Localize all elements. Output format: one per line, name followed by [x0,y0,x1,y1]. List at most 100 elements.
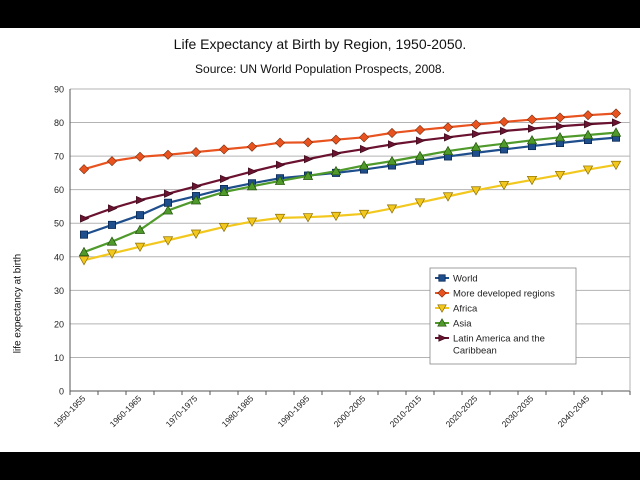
data-point [248,167,258,176]
x-tick-label: 1990-1995 [276,393,312,429]
data-point [302,213,314,223]
x-tick-label: 1980-1985 [220,393,256,429]
series-line [83,136,617,236]
x-tick-label: 2040-2045 [556,393,592,429]
series-africa [78,160,622,266]
data-point [274,137,286,148]
y-tick-label: 40 [54,252,64,262]
data-point [554,170,566,181]
data-point [526,175,538,186]
data-point [416,136,426,145]
line-chart: 0 10 20 30 40 50 60 70 80 90 1950-1955 1960-1965 197… [52,85,631,429]
data-point [437,288,447,298]
data-point [190,229,202,239]
data-point [358,160,370,170]
data-point [386,204,398,214]
data-point [106,156,118,167]
data-point [78,246,90,257]
data-point [274,213,286,224]
data-point [108,204,118,213]
data-point [556,122,566,131]
legend-label: World [453,274,478,285]
data-point [444,133,454,142]
data-point [437,318,447,327]
data-point [246,180,258,191]
data-point [500,126,510,136]
data-point [584,120,594,129]
data-point [386,155,398,166]
data-point [442,192,454,202]
data-point [472,129,482,139]
data-point [498,181,510,191]
chart-title: Life Expectancy at Birth by Region, 1950… [173,36,467,52]
data-point [276,160,286,169]
series-line [83,131,617,254]
data-point [330,134,342,145]
x-tick-label: 1950-1955 [52,393,88,429]
data-point [218,144,230,155]
legend-label: More developed regions [453,289,555,300]
data-point [78,164,90,175]
data-point [498,138,510,148]
x-tick-label: 2020-2025 [444,393,480,429]
data-point [414,150,426,161]
y-tick-label: 50 [54,219,64,229]
data-point [302,137,314,148]
data-point [162,236,174,246]
x-tick-label: 1960-1965 [108,393,144,429]
data-point [498,116,510,127]
y-tick-label: 60 [54,185,64,195]
data-point [610,127,622,137]
y-tick-label: 90 [54,85,64,95]
data-point [554,132,566,142]
data-point [162,149,174,160]
legend-label: Asia [453,319,472,330]
data-point [360,144,370,154]
data-point [442,145,454,156]
series-line [83,121,617,220]
chart-frame: Life Expectancy at Birth by Region, 1950… [0,28,640,452]
data-point [330,165,342,176]
data-point [190,147,202,158]
x-tick-label: 1970-1975 [164,393,200,429]
data-point [470,186,482,196]
data-point [388,140,398,149]
data-point [386,127,398,138]
series-world [80,133,621,239]
data-point [330,211,342,222]
y-tick-label: 10 [54,353,64,363]
data-point [438,334,448,342]
data-point [304,154,314,164]
legend-label: Latin America and the [453,334,545,345]
data-point [274,175,286,185]
data-point [220,174,230,184]
y-tick-label: 80 [54,118,64,128]
data-point [612,118,622,127]
legend-label: Africa [453,304,478,315]
data-point [610,108,622,119]
data-point [106,236,118,246]
data-point [162,205,174,215]
y-tick-label: 30 [54,286,64,296]
data-point [302,170,314,180]
data-point [470,141,482,152]
series-line [83,112,617,171]
data-point [218,186,230,196]
data-point [528,124,538,133]
legend-label: Caribbean [453,346,497,357]
data-point [135,211,144,220]
series-asia [78,127,622,257]
data-point [582,129,594,139]
data-point [136,195,146,205]
data-point [414,198,426,208]
data-point [437,304,447,313]
data-point [192,182,202,191]
x-tick-label: 2000-2005 [332,393,368,429]
x-tick-label: 2030-2035 [500,393,536,429]
series-latin-america-and-the-caribbean [80,118,622,223]
y-tick-label: 0 [59,387,64,397]
data-point [414,124,426,135]
data-point [190,195,202,205]
data-point [246,217,258,227]
data-point [78,256,90,266]
